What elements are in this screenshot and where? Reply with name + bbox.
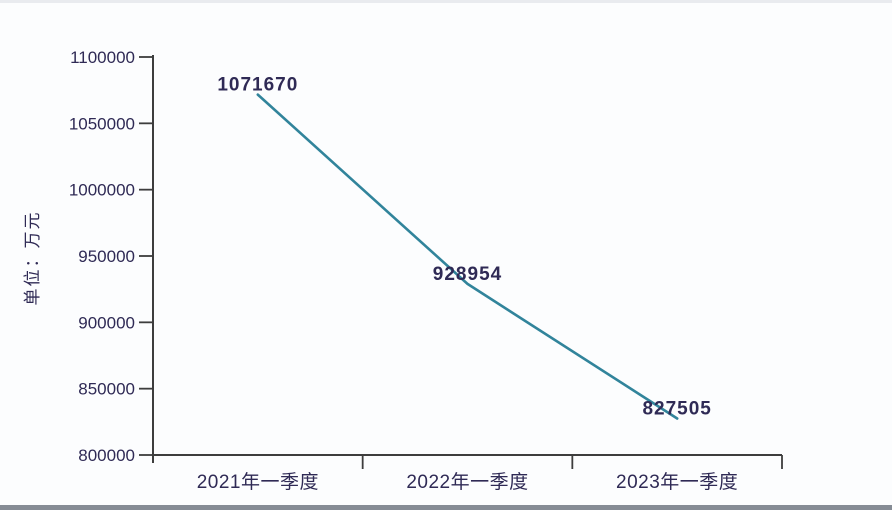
- bottom-border: [0, 505, 892, 510]
- y-tick-label: 850000: [78, 380, 135, 399]
- y-tick-label: 1100000: [70, 48, 135, 67]
- x-axis-label: 2021年一季度: [197, 471, 319, 493]
- y-tick-label: 950000: [78, 247, 135, 266]
- y-axis-title: 单位：万元: [23, 211, 42, 306]
- trend-line: [256, 93, 679, 420]
- top-border: [0, 0, 892, 3]
- data-point-label: 928954: [433, 264, 502, 285]
- data-point-label: 827505: [642, 399, 711, 420]
- y-tick-label: 1050000: [69, 114, 135, 133]
- x-axis-label: 2022年一季度: [406, 471, 528, 493]
- data-point-label: 1071670: [217, 75, 298, 96]
- y-tick-label: 900000: [78, 313, 135, 332]
- y-tick-label: 800000: [78, 446, 135, 465]
- y-tick-label: 1000000: [69, 181, 135, 200]
- x-axis-label: 2023年一季度: [616, 471, 738, 493]
